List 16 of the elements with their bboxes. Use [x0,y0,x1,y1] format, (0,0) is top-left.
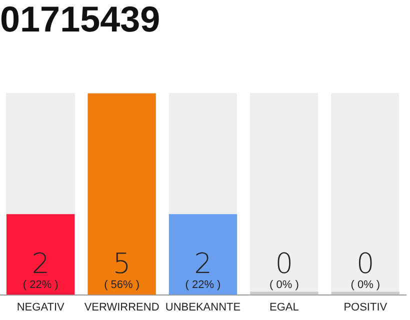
x-tick-label: EGAL [270,301,299,314]
annotation: ( 0% ) [270,278,299,291]
annotation: ( 56% ) [104,278,140,291]
annotation: ( 0% ) [350,278,380,291]
x-tick-label: VERWIRREND [84,301,160,314]
annotation: ( 22% ) [185,278,221,291]
data-label: 5 [112,246,131,280]
data-label: 2 [194,246,212,280]
data-label: 0 [275,246,294,280]
x-tick-label: UNBEKANNTE [165,301,241,314]
x-tick-label: POSITIV [344,301,388,314]
x-tick-label: NEGATIV [16,301,65,314]
data-label: 2 [32,246,50,280]
chart-title: 01715439 [0,0,160,40]
annotation: ( 22% ) [22,278,58,291]
data-label: 0 [356,246,374,280]
